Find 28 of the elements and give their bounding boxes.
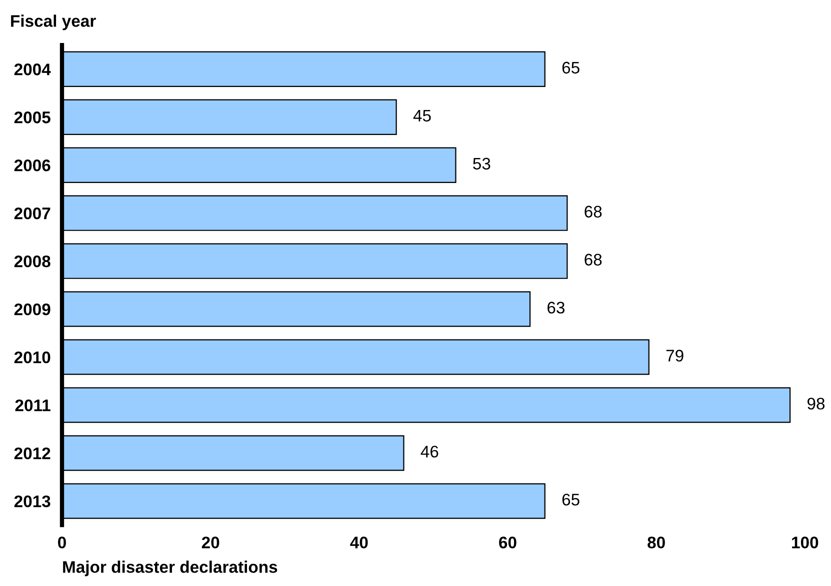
y-tick-label: 2010 — [14, 351, 50, 364]
y-tick-label: 2012 — [14, 447, 50, 460]
x-tick-label: 40 — [350, 536, 368, 548]
x-tick-label: 0 — [58, 536, 66, 548]
data-label: 65 — [562, 62, 580, 74]
y-tick-label: 2006 — [14, 160, 50, 172]
data-label: 68 — [584, 206, 602, 218]
y-tick-label: 2008 — [14, 255, 50, 268]
x-tick-label: 100 — [792, 536, 818, 548]
y-tick-label: 2013 — [14, 495, 50, 508]
data-label: 46 — [420, 446, 438, 458]
y-tick-label: 2011 — [15, 399, 50, 412]
data-label: 45 — [413, 110, 431, 122]
y-tick-label: 2005 — [14, 112, 50, 124]
x-tick-label: 20 — [202, 536, 220, 548]
y-axis-title: Fiscal year — [11, 14, 96, 30]
data-label: 98 — [807, 398, 825, 410]
x-tick-label: 60 — [499, 536, 516, 548]
data-label: 53 — [473, 158, 490, 170]
x-axis-title: Major disaster declarations — [63, 560, 278, 576]
y-tick-label: 2009 — [14, 303, 50, 316]
data-label: 65 — [562, 494, 580, 506]
y-tick-label: 2007 — [14, 208, 50, 220]
y-tick-label: 2004 — [14, 64, 51, 76]
x-tick-label: 80 — [648, 536, 665, 548]
data-label: 63 — [548, 302, 564, 314]
data-label: 68 — [584, 254, 602, 266]
data-label: 79 — [666, 350, 684, 362]
